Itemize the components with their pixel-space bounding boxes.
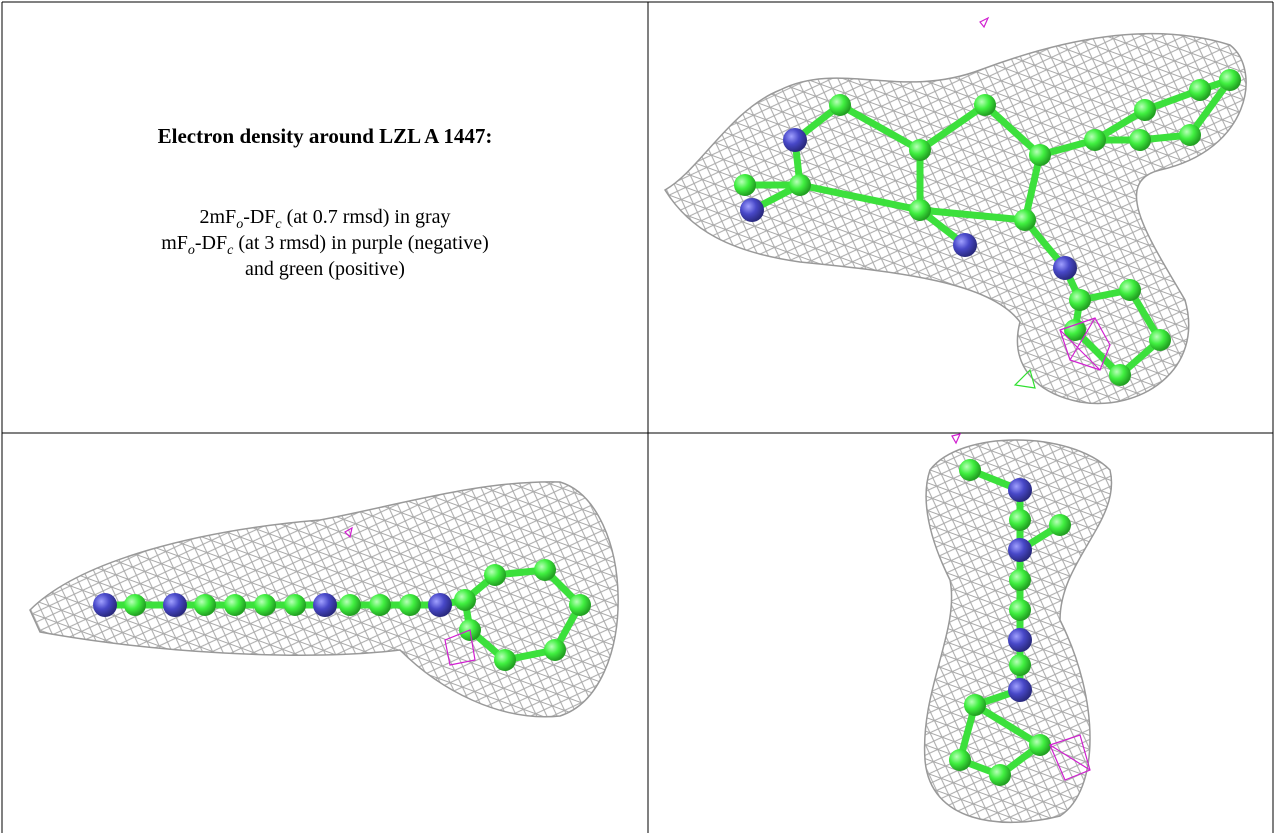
atom — [1149, 329, 1171, 351]
atom — [740, 198, 764, 222]
panel-title: Electron density around LZL A 1447: — [2, 124, 648, 149]
atom — [953, 233, 977, 257]
atom — [1069, 289, 1091, 311]
caption-line: and green (positive) — [2, 258, 648, 281]
atom — [829, 94, 851, 116]
atom — [1029, 734, 1051, 756]
atom — [484, 564, 506, 586]
atom — [1008, 478, 1032, 502]
atom — [1014, 209, 1036, 231]
atom — [909, 139, 931, 161]
atom — [783, 128, 807, 152]
atom — [1179, 124, 1201, 146]
atom — [964, 694, 986, 716]
atom — [789, 174, 811, 196]
atom — [1008, 678, 1032, 702]
atom — [124, 594, 146, 616]
atom — [1109, 364, 1131, 386]
text: (at 0.7 rmsd) in gray — [282, 206, 451, 228]
atom — [974, 94, 996, 116]
atom — [224, 594, 246, 616]
atom — [1129, 129, 1151, 151]
atom — [1189, 79, 1211, 101]
atom — [254, 594, 276, 616]
difference-mesh — [952, 434, 960, 443]
text: (at 3 rmsd) in purple (negative) — [233, 232, 488, 254]
atom — [989, 764, 1011, 786]
atom — [1009, 654, 1031, 676]
atom — [313, 593, 337, 617]
text: mF — [161, 232, 188, 254]
atom — [1008, 538, 1032, 562]
atom — [1084, 129, 1106, 151]
atom — [1134, 99, 1156, 121]
atom — [284, 594, 306, 616]
atom — [399, 594, 421, 616]
atom — [959, 459, 981, 481]
atom — [1009, 599, 1031, 621]
text: o — [188, 243, 195, 258]
atom — [1053, 256, 1077, 280]
figure: Electron density around LZL A 1447: 2mFo… — [0, 0, 1275, 833]
atom — [534, 559, 556, 581]
atom — [1219, 69, 1241, 91]
atom — [454, 589, 476, 611]
atom — [428, 593, 452, 617]
atom — [1009, 569, 1031, 591]
atom — [1119, 279, 1141, 301]
text: 2mF — [200, 206, 237, 228]
atom — [163, 593, 187, 617]
text: -DF — [195, 232, 227, 254]
atom — [1008, 628, 1032, 652]
atom — [949, 749, 971, 771]
difference-mesh — [980, 18, 988, 27]
atom — [569, 594, 591, 616]
caption-line: 2mFo-DFc (at 0.7 rmsd) in gray — [2, 206, 648, 233]
atom — [734, 174, 756, 196]
atom — [1049, 514, 1071, 536]
text: -DF — [243, 206, 275, 228]
caption-line: mFo-DFc (at 3 rmsd) in purple (negative) — [2, 232, 648, 259]
atom — [194, 594, 216, 616]
atom — [1029, 144, 1051, 166]
atom — [369, 594, 391, 616]
atom — [1009, 509, 1031, 531]
atom — [339, 594, 361, 616]
atom — [909, 199, 931, 221]
atom — [494, 649, 516, 671]
atom — [544, 639, 566, 661]
atom — [93, 593, 117, 617]
